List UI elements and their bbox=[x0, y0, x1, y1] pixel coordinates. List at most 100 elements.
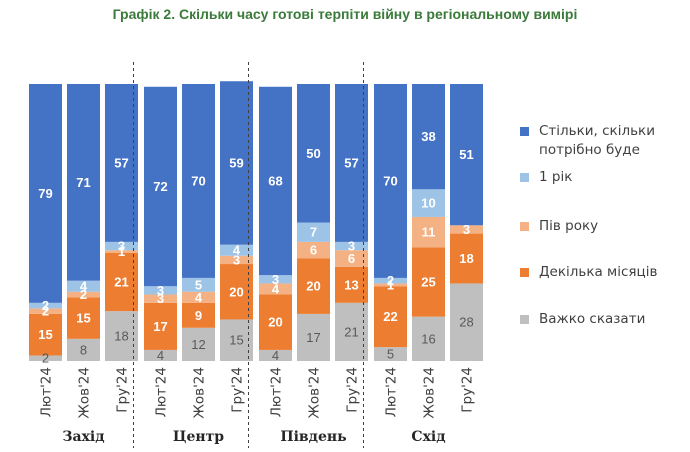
group-label: Південь bbox=[280, 429, 346, 445]
data-label: 3 bbox=[272, 272, 279, 287]
bar-segment bbox=[105, 311, 138, 361]
data-label: 17 bbox=[153, 319, 167, 334]
bar-segment bbox=[335, 84, 368, 242]
data-label: 3 bbox=[118, 239, 125, 254]
data-label: 38 bbox=[421, 129, 435, 144]
data-label: 16 bbox=[421, 331, 435, 346]
data-label: 3 bbox=[157, 283, 164, 298]
x-tick-label: Гру'24 bbox=[230, 367, 246, 413]
x-tick-label: Жов'24 bbox=[192, 367, 208, 419]
bar-segment bbox=[182, 84, 215, 278]
legend-item: Важко сказати bbox=[520, 310, 645, 329]
bar-segment bbox=[412, 316, 445, 361]
bar-segment bbox=[105, 241, 138, 251]
x-tick-label: Лют'24 bbox=[384, 367, 400, 417]
bar-segment bbox=[220, 244, 253, 256]
data-label: 4 bbox=[272, 348, 279, 363]
data-label: 18 bbox=[459, 251, 473, 266]
bar-segment bbox=[29, 84, 62, 303]
data-label: 22 bbox=[383, 309, 397, 324]
bar-segment bbox=[297, 313, 330, 361]
data-label: 5 bbox=[387, 347, 394, 362]
data-label: 70 bbox=[383, 173, 397, 188]
bar-segment bbox=[259, 349, 292, 361]
data-label: 3 bbox=[348, 239, 355, 254]
data-label: 5 bbox=[195, 277, 202, 292]
bar-segment bbox=[67, 338, 100, 361]
bar-segment bbox=[450, 233, 483, 284]
legend-swatch bbox=[520, 127, 529, 136]
bar-segment bbox=[29, 308, 62, 314]
x-tick-label: Гру'24 bbox=[345, 367, 361, 413]
bar-segment bbox=[144, 302, 177, 350]
data-label: 18 bbox=[114, 329, 128, 344]
bar-segment bbox=[450, 283, 483, 361]
data-label: 71 bbox=[76, 175, 90, 190]
bar-segment bbox=[259, 283, 292, 295]
bar-segment bbox=[259, 294, 292, 350]
data-label: 4 bbox=[195, 290, 203, 305]
x-tick-label: Лют'24 bbox=[39, 367, 55, 417]
x-axis: Лют'24 Жов'24 Гру'24 Лют'24 Жов'24 Гру'24 Лют'… bbox=[39, 367, 476, 445]
bar-segment bbox=[182, 277, 215, 292]
bar-segment bbox=[259, 275, 292, 284]
bar-segment bbox=[297, 258, 330, 314]
bar-segment bbox=[105, 250, 138, 253]
data-label: 21 bbox=[344, 324, 358, 339]
x-tick-label: Жов'24 bbox=[422, 367, 438, 419]
data-label: 6 bbox=[348, 251, 355, 266]
bar-segment bbox=[29, 313, 62, 356]
data-label: 11 bbox=[422, 225, 436, 240]
data-label: 1 bbox=[118, 244, 125, 259]
legend-item: Пів року bbox=[520, 217, 598, 236]
bar-segment bbox=[105, 252, 138, 312]
data-label: 50 bbox=[306, 146, 320, 161]
group-label: Схід bbox=[411, 429, 445, 445]
legend-item: Декілька місяців bbox=[520, 263, 657, 282]
data-label: 4 bbox=[233, 243, 241, 258]
data-label: 59 bbox=[229, 155, 243, 170]
bar-segment bbox=[144, 294, 177, 303]
data-label: 10 bbox=[421, 196, 435, 211]
data-label: 2 bbox=[42, 298, 49, 313]
bar-segment bbox=[220, 319, 253, 361]
value-labels-layer: 2152279815247118211357417337212945701520… bbox=[38, 129, 473, 366]
bar-segment bbox=[29, 302, 62, 309]
x-tick-label: Гру'24 bbox=[460, 367, 476, 413]
data-label: 20 bbox=[268, 315, 282, 330]
group-label: Центр bbox=[173, 429, 224, 445]
data-label: 20 bbox=[306, 279, 320, 294]
bar-segment bbox=[29, 355, 62, 361]
data-label: 28 bbox=[459, 315, 473, 330]
bar-segment bbox=[374, 277, 407, 284]
bar-segment bbox=[105, 84, 138, 242]
bar-segment bbox=[335, 302, 368, 361]
legend-item: Стільки, скільки потрібно буде bbox=[520, 122, 690, 160]
bar-segment bbox=[412, 84, 445, 190]
legend-swatch bbox=[520, 268, 529, 277]
bars-layer bbox=[29, 81, 483, 361]
data-label: 21 bbox=[114, 275, 128, 290]
bar-segment bbox=[67, 84, 100, 281]
bar-segment bbox=[450, 84, 483, 226]
x-tick-label: Лют'24 bbox=[154, 367, 170, 417]
bar-segment bbox=[220, 255, 253, 265]
bar-segment bbox=[182, 327, 215, 361]
data-label: 70 bbox=[191, 173, 205, 188]
data-label: 79 bbox=[38, 186, 52, 201]
legend-label: Декілька місяців bbox=[539, 264, 658, 280]
data-label: 15 bbox=[76, 311, 90, 326]
group-label: Захід bbox=[62, 429, 104, 445]
legend-swatch bbox=[520, 222, 529, 231]
bar-segment bbox=[182, 291, 215, 303]
legend-item: 1 рік bbox=[520, 168, 572, 187]
bar-segment bbox=[412, 247, 445, 317]
data-label: 6 bbox=[310, 243, 317, 258]
legend-label: 1 рік bbox=[539, 169, 573, 185]
bar-segment bbox=[67, 291, 100, 298]
data-label: 3 bbox=[157, 291, 164, 306]
legend-label: Стільки, скільки потрібно буде bbox=[539, 123, 655, 158]
bar-segment bbox=[144, 286, 177, 295]
data-label: 68 bbox=[268, 173, 282, 188]
